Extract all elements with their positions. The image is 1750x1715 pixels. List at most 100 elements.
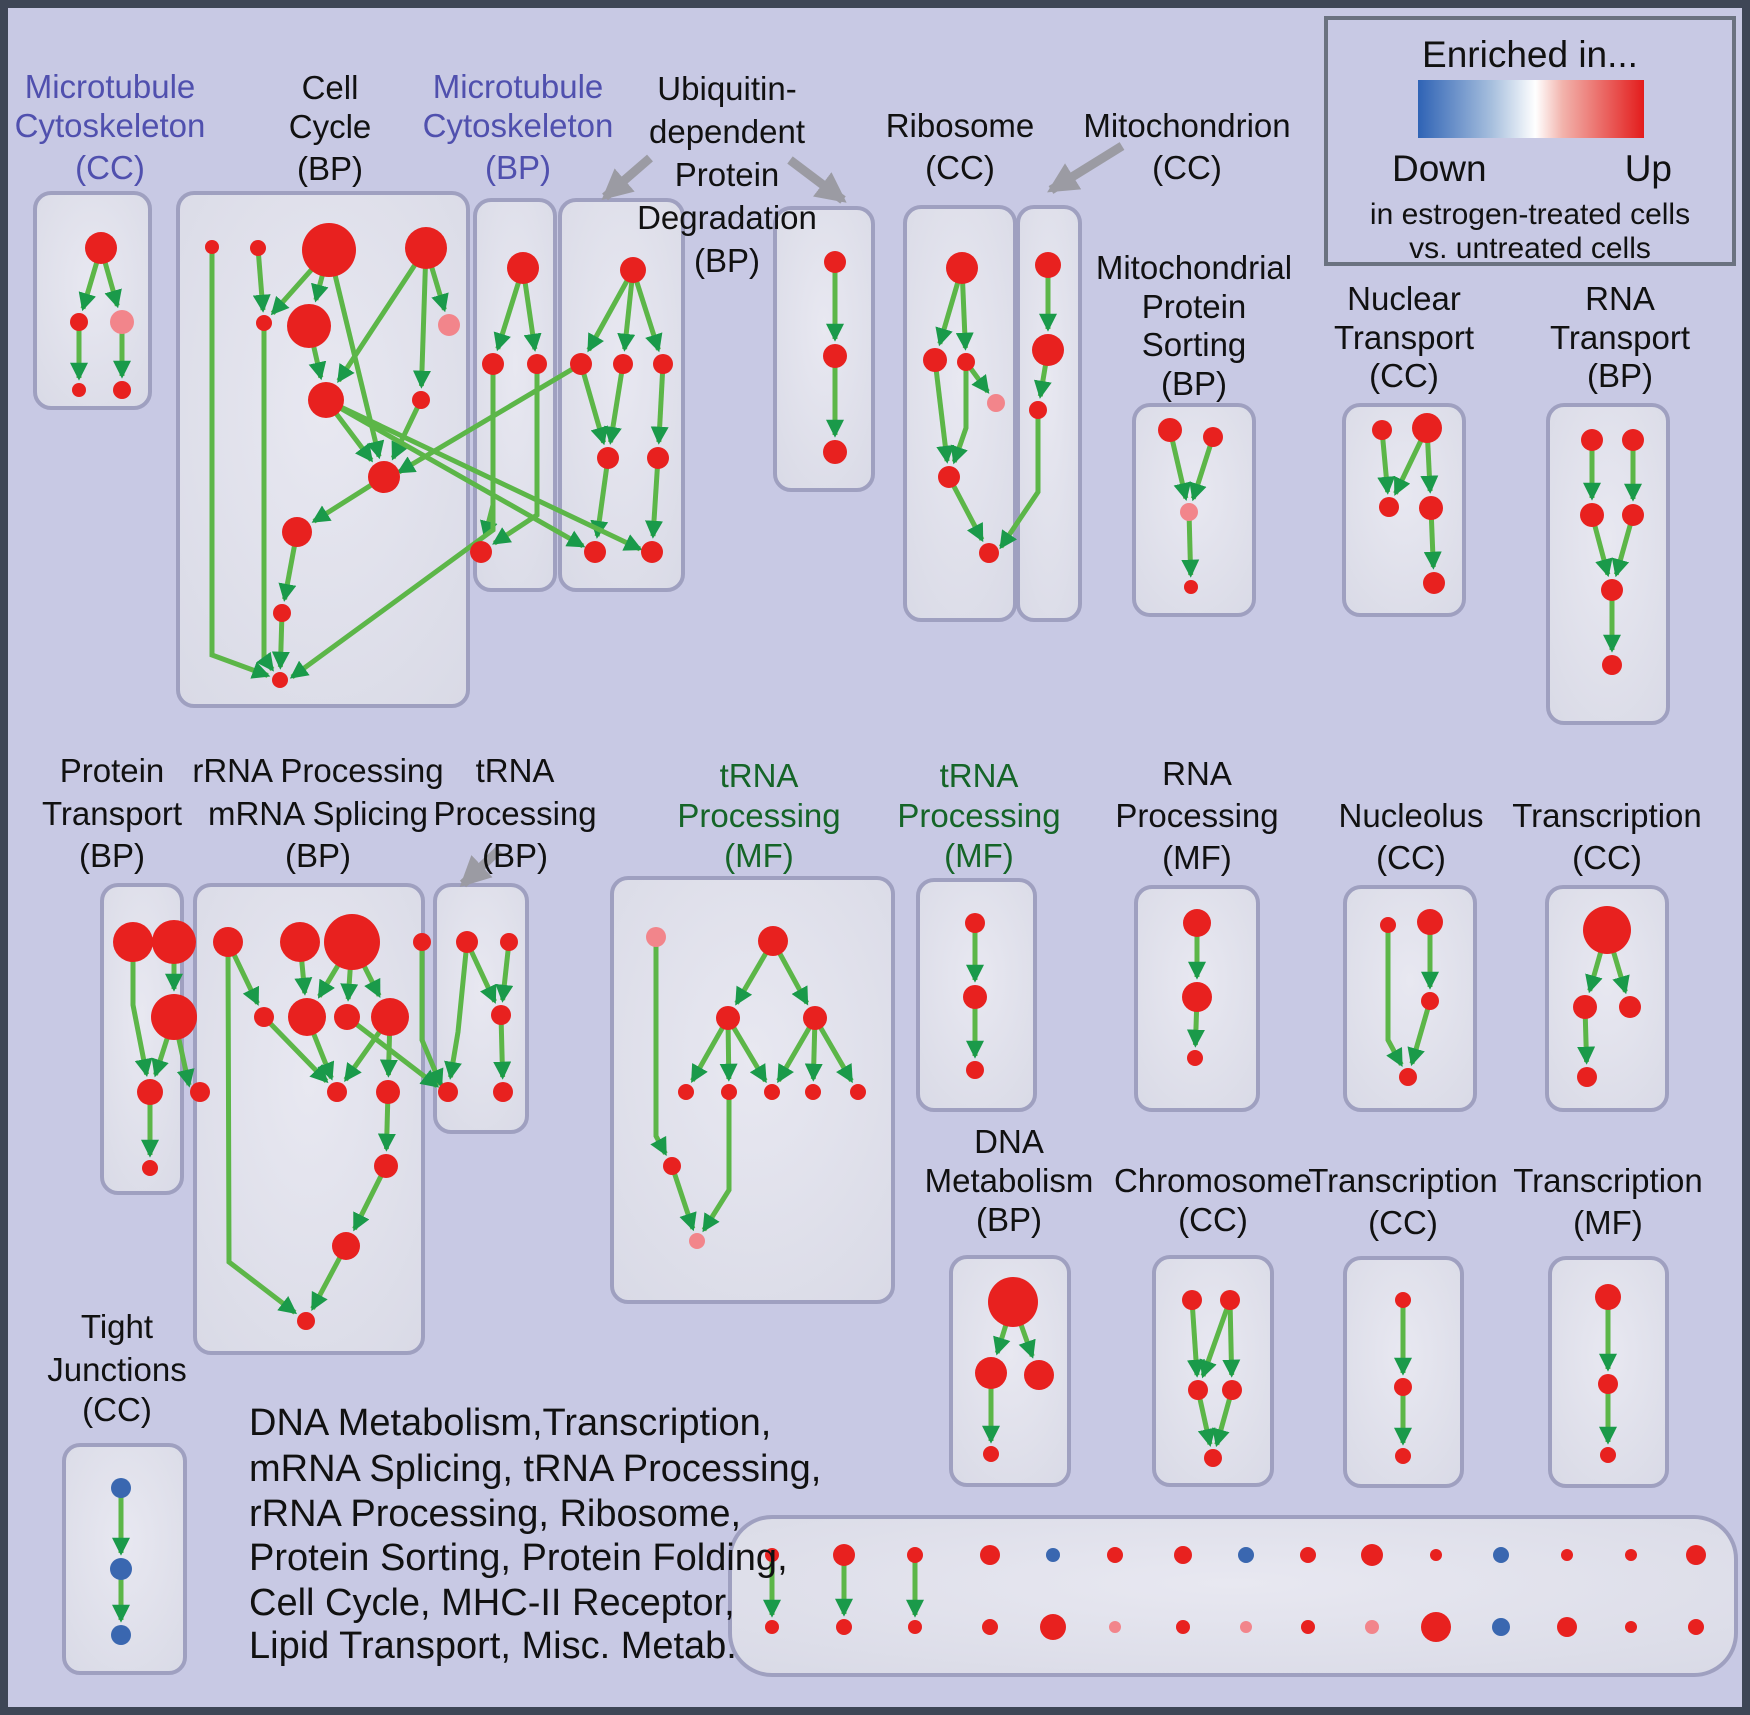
category-label-chromosome: (CC)	[1178, 1201, 1248, 1238]
note-line: Cell Cycle, MHC-II Receptor,	[249, 1582, 735, 1624]
go-term-node	[152, 920, 196, 964]
go-term-node	[374, 1154, 398, 1178]
go-term-node	[1040, 1614, 1066, 1640]
go-term-node	[493, 1082, 513, 1102]
category-label-trna-bp: tRNA	[476, 752, 555, 789]
edge-chromosome-cc	[1187, 1299, 1205, 1378]
edge-microtubule-bp-2	[578, 363, 609, 446]
go-term-node	[1622, 429, 1644, 451]
edge-rrna-processing-mrna-splicing	[225, 941, 298, 1315]
go-term-node	[758, 926, 788, 956]
category-label-ubiquitin: (BP)	[694, 242, 760, 279]
edge-microtubule-bp-2	[586, 268, 636, 353]
edge-cell-cycle	[271, 612, 290, 670]
go-term-node	[1203, 427, 1223, 447]
category-label-mito-sorting: Protein	[1142, 288, 1247, 325]
category-label-ribosome: (CC)	[925, 149, 995, 186]
cross-link-cellcycle-to-mtbp2-b	[324, 397, 643, 552]
go-term-node	[1184, 580, 1198, 594]
category-label-cell-cycle: Cell	[302, 69, 359, 106]
go-term-node	[297, 1312, 315, 1330]
edge-cell-cycle	[252, 247, 271, 313]
edge-cell-cycle	[336, 246, 429, 384]
category-label-tight-junctions: Junctions	[47, 1351, 186, 1388]
annotation-arrow-trna-bp-arrow	[459, 846, 503, 888]
category-label-nucleolus: (CC)	[1376, 839, 1446, 876]
go-term-node	[1379, 497, 1399, 517]
category-label-microtubule-cc: (CC)	[75, 149, 145, 186]
go-term-node	[1395, 1448, 1411, 1464]
edge-trna-processing-mf-1	[650, 937, 668, 1157]
category-label-rna-transport: Transport	[1550, 319, 1690, 356]
go-term-node	[1158, 418, 1182, 442]
go-term-node	[805, 1084, 821, 1100]
cross-link-cellcycle-to-mtbp2-a	[324, 397, 586, 549]
go-term-node	[957, 353, 975, 371]
go-term-node	[647, 447, 669, 469]
note-line: rRNA Processing, Ribosome,	[249, 1493, 741, 1535]
go-term-node	[1421, 1612, 1451, 1642]
go-term-node	[1492, 1618, 1510, 1636]
category-label-ubiquitin: Degradation	[637, 199, 817, 236]
go-term-node	[1372, 420, 1392, 440]
go-term-node	[1399, 1068, 1417, 1086]
category-label-rrna-mrna: rRNA Processing	[192, 752, 443, 789]
category-label-tight-junctions: Tight	[81, 1308, 153, 1345]
category-box-ribosome-cc	[903, 205, 1017, 622]
go-term-node	[923, 348, 947, 372]
edge-nucleolus-cc	[1385, 925, 1404, 1068]
category-label-trna-bp: Processing	[433, 795, 596, 832]
edge-trna-processing-mf-1	[669, 1165, 697, 1232]
category-label-nucleolus: Nucleolus	[1339, 797, 1484, 834]
go-term-node	[288, 998, 326, 1036]
go-term-node	[966, 1061, 984, 1079]
go-term-node	[1625, 1621, 1637, 1633]
go-term-node	[979, 543, 999, 563]
go-term-node	[1300, 1547, 1316, 1563]
go-term-node	[1577, 1067, 1597, 1087]
go-term-node	[716, 1006, 740, 1030]
category-label-trna-mf-2: Processing	[897, 797, 1060, 834]
category-label-protein-transport: Transport	[42, 795, 182, 832]
go-term-node	[1619, 996, 1641, 1018]
category-label-trna-mf-1: tRNA	[720, 757, 799, 794]
go-term-node	[282, 517, 312, 547]
go-term-node	[1029, 401, 1047, 419]
go-term-node	[482, 353, 504, 375]
edge-cell-cycle	[209, 247, 271, 679]
edge-microtubule-bp-1	[492, 364, 540, 546]
category-label-rna-transport: (BP)	[1587, 357, 1653, 394]
go-term-node	[641, 541, 663, 563]
edge-nucleolus-cc	[1407, 1000, 1433, 1067]
go-term-node	[908, 1620, 922, 1634]
edge-microtubule-bp-2	[630, 269, 663, 353]
go-term-node	[1573, 995, 1597, 1019]
edge-cell-cycle	[390, 398, 424, 461]
cross-link-mtbp1-to-cellcycle	[289, 364, 496, 680]
go-term-node	[151, 994, 197, 1040]
category-label-trna-bp: (BP)	[482, 837, 548, 874]
go-term-node	[1182, 982, 1212, 1012]
go-term-node	[1622, 504, 1644, 526]
edge-microtubule-bp-2	[645, 457, 663, 539]
category-box-microtubule-cc	[33, 191, 152, 410]
category-label-rrna-mrna: (BP)	[285, 837, 351, 874]
category-label-transcription-mf: (MF)	[1573, 1204, 1643, 1241]
go-term-node	[764, 1084, 780, 1100]
edge-ribosome-cc	[932, 359, 955, 464]
go-term-node	[983, 1446, 999, 1462]
category-label-microtubule-cc: Cytoskeleton	[15, 107, 206, 144]
category-label-cell-cycle: (BP)	[297, 150, 363, 187]
go-term-node	[142, 1160, 158, 1176]
category-box-nucleolus-cc	[1343, 885, 1477, 1112]
go-term-node	[824, 251, 846, 273]
edge-cell-cycle	[412, 247, 431, 389]
go-term-node	[833, 1544, 855, 1566]
edge-rrna-processing-mrna-splicing	[262, 1015, 329, 1084]
category-label-dna-metabolism: DNA	[974, 1123, 1044, 1160]
category-label-transcription-cc-2: Transcription	[1308, 1162, 1498, 1199]
go-term-node	[1595, 1284, 1621, 1310]
go-term-node	[327, 1082, 347, 1102]
go-term-node	[527, 354, 547, 374]
